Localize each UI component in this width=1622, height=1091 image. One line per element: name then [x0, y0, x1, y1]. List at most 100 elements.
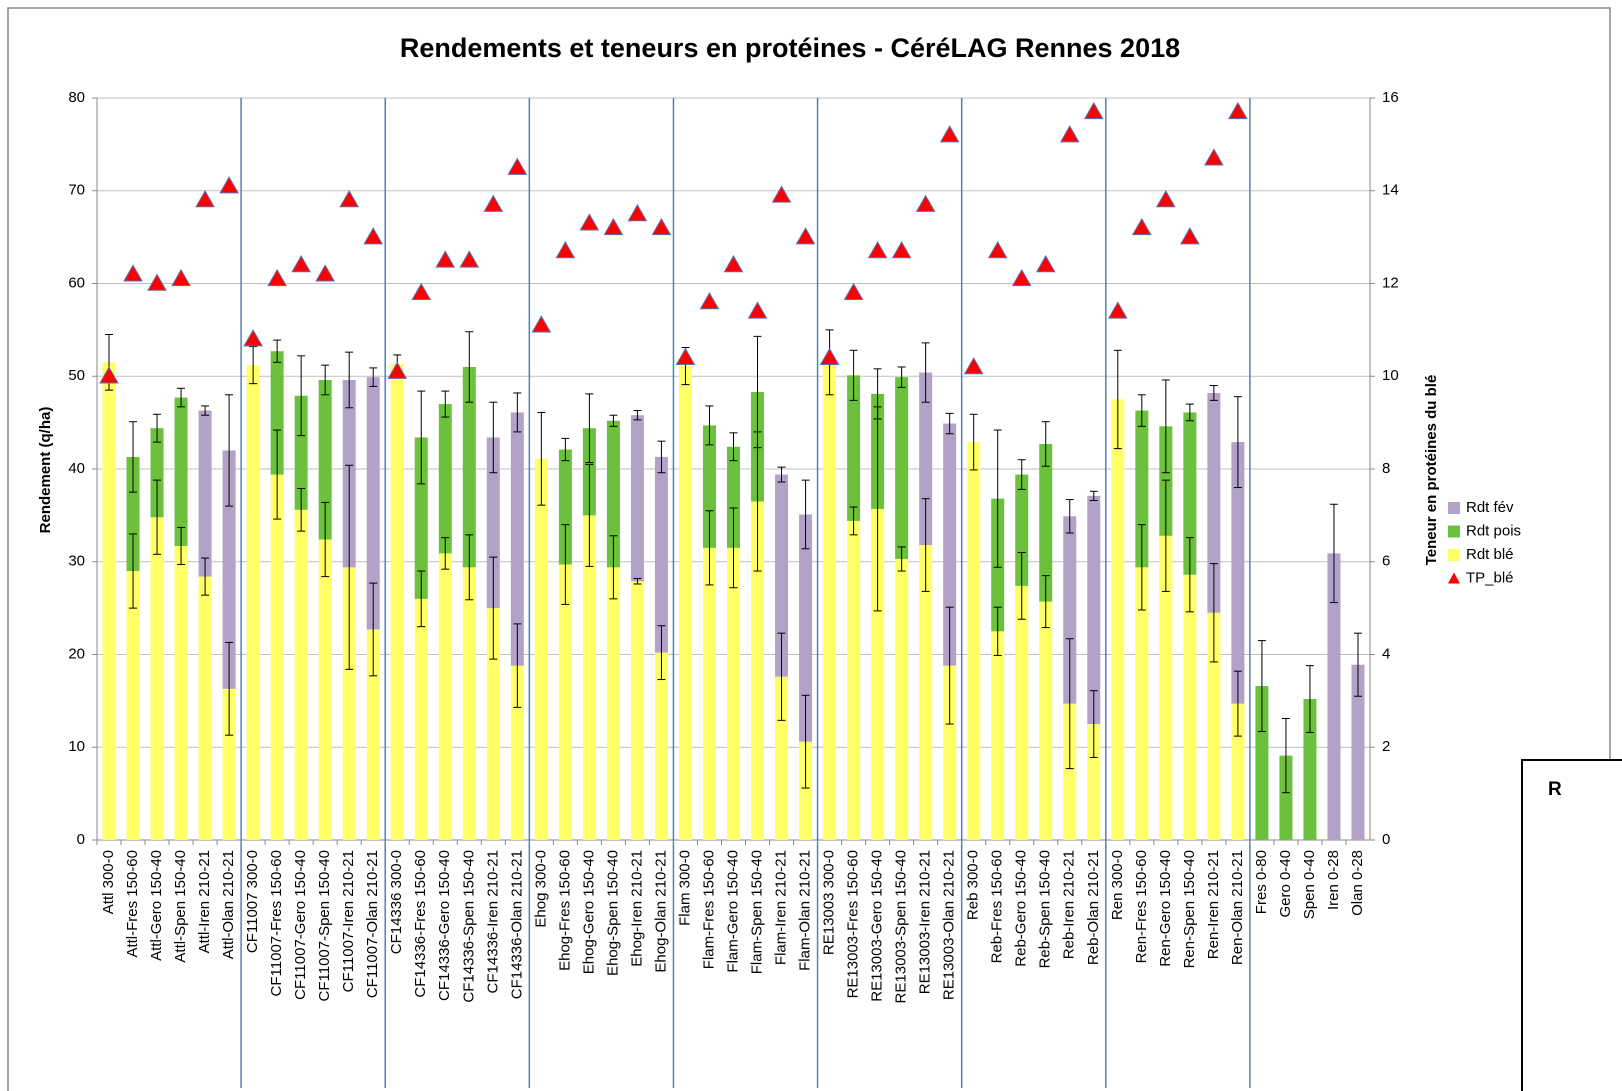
tp-marker — [795, 227, 816, 245]
x-tick-label: Ehog 300-0 — [532, 850, 549, 928]
bar-segment — [847, 375, 861, 521]
bar-segment — [678, 366, 692, 840]
tp-marker — [843, 282, 864, 301]
error-bar — [513, 623, 522, 708]
tp-marker — [699, 292, 720, 310]
bar-segment — [486, 437, 500, 609]
y-tick-label: 10 — [68, 738, 85, 755]
x-tick-label: CF11007-Fres 150-60 — [268, 850, 285, 996]
error-bar — [1065, 638, 1074, 770]
x-tick-label: Reb-Iren 210-21 — [1061, 850, 1078, 959]
error-bar — [177, 387, 186, 408]
bar-segment — [1255, 686, 1269, 840]
bar-segment — [1159, 535, 1173, 840]
x-tick-label: Ehog-Olan 210-21 — [652, 850, 669, 973]
error-bar — [129, 421, 138, 493]
tp-marker — [1059, 125, 1080, 143]
x-tick-label: Reb 300-0 — [965, 850, 982, 920]
bar-segment — [799, 741, 813, 840]
bar-segment — [150, 517, 164, 840]
bar-segment — [1087, 495, 1101, 725]
x-tick-label: Olan 0-28 — [1349, 850, 1366, 916]
y2-tick-label: 6 — [1382, 553, 1390, 570]
y2-tick-label: 4 — [1382, 645, 1390, 662]
legend-swatch — [1448, 549, 1460, 561]
error-bar — [153, 413, 162, 443]
tp-marker — [723, 254, 744, 273]
error-bar — [705, 510, 714, 586]
bar-segment — [1183, 574, 1197, 840]
error-bar — [609, 535, 618, 600]
bar-segment — [799, 514, 813, 742]
x-tick-label: Reb-Gero 150-40 — [1013, 850, 1030, 967]
error-bar — [777, 632, 786, 721]
bar-segment — [462, 567, 476, 840]
error-bar — [945, 412, 954, 435]
x-tick-label: Attl-Gero 150-40 — [148, 850, 165, 961]
legend-label: Rdt pois — [1466, 522, 1521, 539]
error-bar — [1185, 537, 1194, 613]
x-tick-label: Ren-Spen 150-40 — [1181, 850, 1198, 968]
x-tick-label: CF14336-Iren 210-21 — [484, 850, 501, 993]
tp-marker — [219, 176, 239, 194]
bar-segment — [318, 379, 332, 540]
tp-marker — [963, 356, 984, 375]
x-tick-label: CF11007-Olan 210-21 — [364, 850, 381, 998]
tp-marker — [99, 366, 119, 384]
bar-segment — [943, 665, 957, 840]
bar-segment — [198, 410, 212, 577]
error-bar — [705, 405, 714, 446]
x-tick-label: Attl-Olan 210-21 — [220, 850, 237, 959]
tp-marker — [507, 157, 528, 175]
bar-segment — [438, 553, 452, 840]
bar-segment — [606, 420, 620, 568]
y-tick-label: 30 — [68, 553, 85, 570]
x-tick-label: CF14336-Spen 150-40 — [460, 850, 477, 1003]
error-bar — [921, 342, 930, 403]
y-axis-label: Rendement (q/ha) — [37, 407, 54, 534]
error-bar — [585, 393, 594, 464]
error-bar — [441, 390, 450, 418]
bar-segment — [1303, 699, 1317, 840]
y2-tick-label: 8 — [1382, 460, 1390, 477]
tp-marker — [171, 268, 191, 287]
tp-marker — [675, 347, 696, 365]
x-tick-label: Reb-Fres 150-60 — [989, 850, 1006, 963]
error-bar — [1161, 479, 1170, 592]
x-tick-label: RE13003-Olan 210-21 — [941, 850, 958, 1000]
bar-segment — [1327, 553, 1341, 840]
x-tick-label: Attl-Fres 150-60 — [124, 850, 141, 958]
tp-marker — [123, 264, 143, 282]
error-bar — [585, 463, 594, 567]
legend-swatch — [1448, 525, 1460, 538]
tp-marker — [483, 194, 504, 212]
y2-tick-label: 12 — [1382, 274, 1399, 291]
x-tick-label: Flam 300-0 — [676, 850, 693, 926]
y-tick-label: 40 — [68, 460, 85, 477]
y2-tick-label: 2 — [1382, 738, 1390, 755]
bar-segment — [486, 608, 500, 840]
bar-segment — [270, 351, 284, 475]
x-tick-label: RE13003-Fres 150-60 — [845, 850, 862, 998]
bar-segment — [510, 665, 524, 840]
x-tick-label: RE13003-Gero 150-40 — [869, 850, 886, 1002]
y2-tick-label: 14 — [1382, 182, 1399, 199]
bar-segment — [654, 456, 668, 653]
x-tick-label: CF11007-Spen 150-40 — [316, 850, 333, 1002]
error-bar — [753, 335, 762, 449]
bar-segment — [390, 364, 404, 840]
y-tick-label: 20 — [68, 645, 85, 662]
x-tick-label: CF11007-Iren 210-21 — [340, 850, 357, 992]
bar-segment — [582, 515, 596, 840]
error-bar — [561, 524, 570, 605]
error-bar — [873, 368, 882, 420]
bar-segment — [654, 652, 668, 840]
error-bar — [345, 351, 354, 409]
bar-segment — [1183, 412, 1197, 575]
tp-marker — [579, 213, 600, 231]
x-tick-label: Flam-Olan 210-21 — [797, 850, 814, 971]
error-bar — [369, 367, 378, 387]
bar-segment — [1015, 474, 1029, 586]
x-tick-label: Reb-Olan 210-21 — [1085, 850, 1102, 965]
bar-segment — [727, 446, 740, 548]
